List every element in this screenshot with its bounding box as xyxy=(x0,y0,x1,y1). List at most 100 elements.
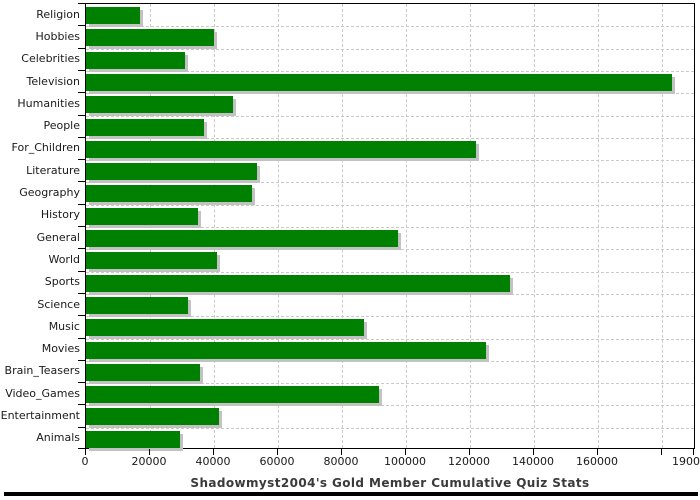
y-gridline xyxy=(86,227,694,228)
y-gridline xyxy=(86,249,694,251)
bar-video_games xyxy=(86,386,379,404)
x-gridline xyxy=(406,4,407,448)
x-axis-tick xyxy=(469,449,470,455)
y-axis-tick xyxy=(78,270,85,272)
x-tick-label: 140000 xyxy=(512,455,554,468)
x-axis-tick xyxy=(661,449,662,455)
x-tick-label: 40000 xyxy=(195,455,231,468)
y-gridline xyxy=(86,137,694,139)
y-axis-tick xyxy=(78,337,85,339)
category-label: Humanities xyxy=(17,96,80,110)
y-axis-tick xyxy=(78,159,85,161)
y-axis-tick xyxy=(78,203,85,205)
bar-people xyxy=(86,118,204,136)
y-gridline xyxy=(86,204,694,206)
bar-history xyxy=(86,207,198,225)
x-gridline xyxy=(470,4,471,448)
category-label: Animals xyxy=(36,431,80,445)
y-axis-tick xyxy=(78,292,85,294)
x-gridline xyxy=(342,4,343,448)
x-axis-tick xyxy=(693,449,694,455)
x-gridline xyxy=(150,4,151,448)
category-label: History xyxy=(40,208,80,222)
x-axis-tick xyxy=(85,449,86,455)
y-gridline xyxy=(86,93,694,95)
y-gridline xyxy=(86,360,694,362)
y-axis-tick xyxy=(78,426,85,428)
y-gridline xyxy=(86,160,694,162)
category-label: Celebrities xyxy=(21,52,80,66)
category-label: Music xyxy=(48,319,80,333)
category-label: Science xyxy=(37,297,80,311)
y-gridline xyxy=(86,271,694,273)
bar-science xyxy=(86,296,188,314)
category-label: Geography xyxy=(19,186,80,200)
y-axis-tick xyxy=(78,92,85,94)
x-gridline xyxy=(662,4,663,448)
y-axis-tick xyxy=(78,136,85,138)
plot-area xyxy=(85,3,695,449)
bar-television xyxy=(86,73,672,91)
x-axis-tick xyxy=(277,449,278,455)
y-axis-tick xyxy=(78,248,85,250)
x-tick-label: 0 xyxy=(81,455,89,468)
y-gridline xyxy=(86,427,694,429)
x-tick-label: 20000 xyxy=(131,455,167,468)
bar-general xyxy=(86,230,398,247)
bar-humanities xyxy=(86,96,233,114)
y-axis-tick xyxy=(78,69,85,71)
bar-world xyxy=(86,252,217,270)
category-label: World xyxy=(48,252,80,266)
y-gridline xyxy=(86,383,694,385)
x-axis-tick xyxy=(213,449,214,455)
y-axis-tick xyxy=(78,25,85,27)
bar-animals xyxy=(86,430,180,448)
bar-entertainment xyxy=(86,408,219,426)
y-axis-tick xyxy=(78,226,85,227)
category-label: Sports xyxy=(44,275,80,289)
bar-sports xyxy=(86,274,510,292)
x-axis-tick xyxy=(533,449,534,455)
category-label: Television xyxy=(26,74,81,88)
category-label: Literature xyxy=(26,163,80,177)
category-label: People xyxy=(43,119,80,133)
y-gridline xyxy=(86,316,694,318)
y-axis-tick xyxy=(78,382,85,384)
bar-celebrities xyxy=(86,51,185,69)
category-label: Video_Games xyxy=(5,386,80,400)
x-gridline xyxy=(214,4,215,448)
bar-hobbies xyxy=(86,29,214,47)
x-tick-label: 100000 xyxy=(384,455,426,468)
category-axis-labels: Religion Hobbies Celebrities Television Huma… xyxy=(0,3,80,449)
y-axis-tick xyxy=(78,404,85,406)
y-gridline xyxy=(86,115,694,117)
y-axis-tick xyxy=(78,315,85,317)
bar-brain_teasers xyxy=(86,363,200,381)
x-axis-tick xyxy=(405,449,406,455)
x-gridline xyxy=(534,4,535,448)
x-axis-tick xyxy=(597,449,598,455)
bar-for_children xyxy=(86,140,476,158)
category-label: Brain_Teasers xyxy=(4,364,80,378)
y-axis-tick xyxy=(78,181,85,183)
y-gridline xyxy=(86,70,694,72)
category-label: General xyxy=(36,230,80,244)
x-tick-label: 120000 xyxy=(448,455,490,468)
y-gridline xyxy=(86,182,694,184)
bar-geography xyxy=(86,185,252,203)
category-label: Entertainment xyxy=(0,409,80,423)
y-axis-tick xyxy=(78,114,85,116)
y-axis-tick xyxy=(78,3,85,4)
y-axis-tick xyxy=(78,448,85,449)
x-tick-label: 160000 xyxy=(576,455,618,468)
x-tick-label: 80000 xyxy=(323,455,359,468)
bar-religion xyxy=(86,7,140,24)
y-gridline xyxy=(86,48,694,50)
x-axis-tick xyxy=(149,449,150,455)
chart-title: Shadowmyst2004's Gold Member Cumulative … xyxy=(190,476,590,490)
category-label: Movies xyxy=(41,342,80,356)
y-axis-tick xyxy=(78,359,85,361)
x-gridline xyxy=(278,4,279,448)
x-axis-tick xyxy=(341,449,342,455)
